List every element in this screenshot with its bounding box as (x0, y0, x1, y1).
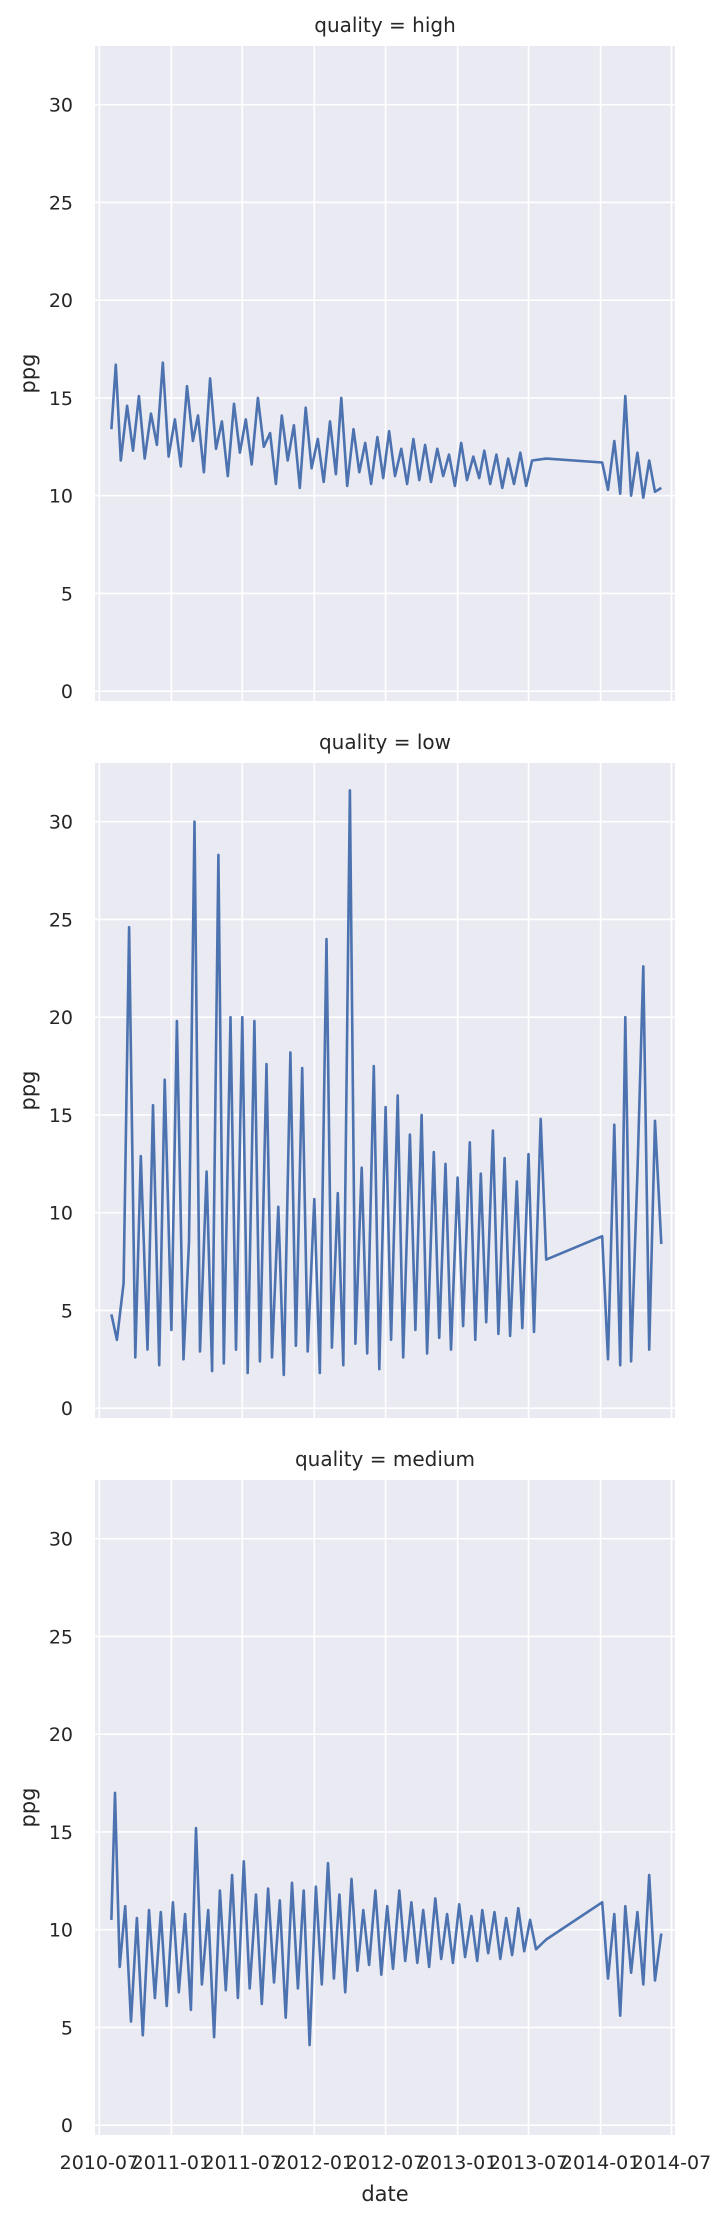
y-tick-label: 15 (49, 388, 73, 410)
y-tick-label: 10 (49, 1203, 73, 1225)
facet-panel: 0 5 10 15 20 25 30 quality = low ppg (16, 730, 675, 1424)
y-axis-label: ppg (16, 1071, 40, 1111)
x-axis-label: date (361, 2182, 408, 2206)
x-tick-label: 2012-07 (346, 2152, 425, 2174)
y-tick-label: 30 (49, 95, 73, 117)
x-tick-label: 2011-01 (132, 2152, 211, 2174)
series-line (110, 789, 663, 1377)
facet-panel: 0 5 10 15 20 25 30 quality = high ppg (16, 13, 675, 707)
y-tick-label: 10 (49, 486, 73, 508)
x-tick-label: 2011-07 (203, 2152, 282, 2174)
y-tick-label: 25 (49, 1626, 73, 1648)
panel-title: quality = medium (295, 1447, 475, 1471)
x-tick-label: 2013-01 (418, 2152, 497, 2174)
y-tick-label: 20 (49, 1724, 73, 1746)
y-tick-label: 5 (61, 2017, 73, 2039)
y-tick-label: 15 (49, 1105, 73, 1127)
x-tick-label: 2014-01 (561, 2152, 640, 2174)
x-tick-label: 2010-07 (60, 2152, 139, 2174)
panel-title: quality = high (314, 13, 456, 37)
y-axis-label: ppg (16, 1788, 40, 1828)
facet-panel: 0 5 10 15 20 25 30 2010-072011-012011-072012-01… (16, 1447, 711, 2206)
y-tick-label: 15 (49, 1822, 73, 1844)
x-tick-label: 2014-07 (632, 2152, 711, 2174)
x-tick-label: 2013-07 (489, 2152, 568, 2174)
y-tick-label: 30 (49, 1529, 73, 1551)
series-line (110, 1791, 663, 2047)
y-axis-label: ppg (16, 354, 40, 394)
y-tick-label: 0 (61, 2115, 73, 2137)
y-tick-label: 0 (61, 1398, 73, 1420)
y-tick-label: 30 (49, 812, 73, 834)
x-tick-label: 2012-01 (275, 2152, 354, 2174)
series-line (110, 361, 662, 500)
y-tick-label: 10 (49, 1920, 73, 1942)
y-tick-label: 25 (49, 192, 73, 214)
panel-title: quality = low (319, 730, 451, 754)
y-tick-label: 20 (49, 1007, 73, 1029)
y-tick-label: 5 (61, 583, 73, 605)
y-tick-label: 5 (61, 1300, 73, 1322)
y-tick-label: 0 (61, 681, 73, 703)
y-tick-label: 20 (49, 290, 73, 312)
y-tick-label: 25 (49, 909, 73, 931)
